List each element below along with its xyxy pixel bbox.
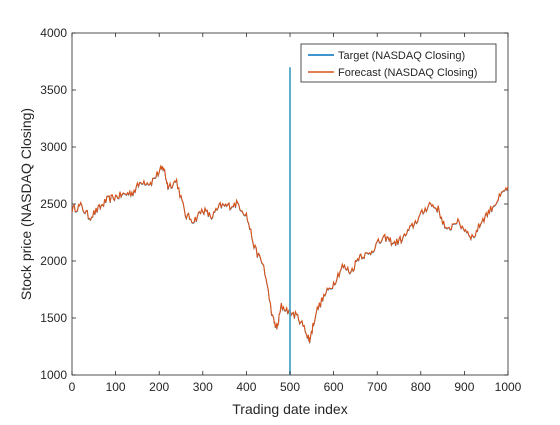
x-tick-label: 500 xyxy=(280,380,300,394)
series-layer xyxy=(71,164,509,344)
x-tick-label: 900 xyxy=(454,380,474,394)
y-tick-label: 1000 xyxy=(40,368,67,382)
x-tick-label: 0 xyxy=(69,380,76,394)
x-tick-label: 400 xyxy=(236,380,256,394)
x-tick-label: 1000 xyxy=(495,380,522,394)
series-line-forecast xyxy=(71,164,509,344)
x-axis-label: Trading date index xyxy=(232,401,347,417)
y-axis-label: Stock price (NASDAQ Closing) xyxy=(18,108,34,300)
y-axis: 1000 1500 2000 2500 3000 3500 4000 xyxy=(40,26,508,382)
legend[interactable]: Target (NASDAQ Closing) Forecast (NASDAQ … xyxy=(300,43,497,83)
x-tick-label: 300 xyxy=(193,380,213,394)
legend-entry-label: Forecast (NASDAQ Closing) xyxy=(338,67,477,79)
x-tick-label: 700 xyxy=(367,380,387,394)
x-axis: 0 100 200 300 400 500 600 700 800 900 1000 xyxy=(69,33,522,394)
legend-entry-label: Target (NASDAQ Closing) xyxy=(338,50,465,62)
x-tick-label: 800 xyxy=(411,380,431,394)
y-tick-label: 3000 xyxy=(40,140,67,154)
y-tick-label: 4000 xyxy=(40,26,67,40)
y-tick-label: 2500 xyxy=(40,197,67,211)
y-tick-label: 3500 xyxy=(40,83,67,97)
x-tick-label: 100 xyxy=(106,380,126,394)
x-tick-label: 600 xyxy=(324,380,344,394)
y-tick-label: 1500 xyxy=(40,311,67,325)
legend-box xyxy=(300,43,497,83)
x-tick-label: 200 xyxy=(149,380,169,394)
y-tick-label: 2000 xyxy=(40,254,67,268)
